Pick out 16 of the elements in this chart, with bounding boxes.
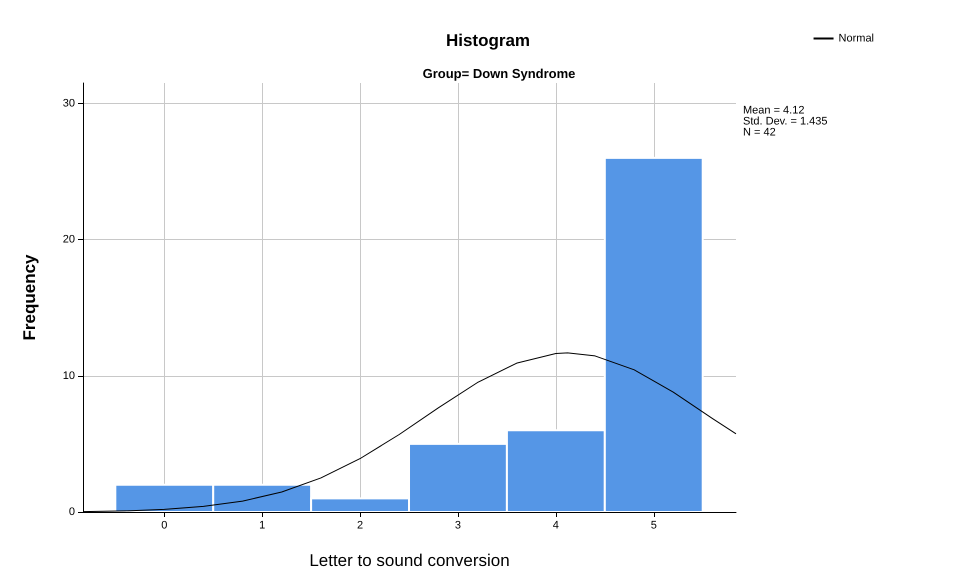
legend-label: Normal [838, 32, 874, 44]
chart-title: Histogram [446, 31, 530, 50]
chart-subtitle: Group= Down Syndrome [422, 66, 576, 81]
x-tick-label: 3 [454, 520, 462, 532]
y-axis-title: Frequency [20, 254, 39, 340]
y-tick-label: 20 [62, 234, 75, 246]
text: Mean = 4.12 Std. Dev. = 1.435 N = 42 [743, 104, 828, 138]
x-axis-title: Letter to sound conversion [309, 551, 510, 570]
x-tick-label: 1 [259, 520, 266, 532]
y-tick-label: 30 [62, 97, 75, 110]
x-tick-label: 4 [552, 520, 559, 532]
x-tick-label: 5 [650, 520, 657, 532]
y-tick-label: 0 [68, 506, 75, 518]
y-tick-label: 10 [62, 370, 75, 382]
x-tick-label: 0 [161, 520, 168, 532]
x-tick-label: 2 [356, 520, 364, 532]
